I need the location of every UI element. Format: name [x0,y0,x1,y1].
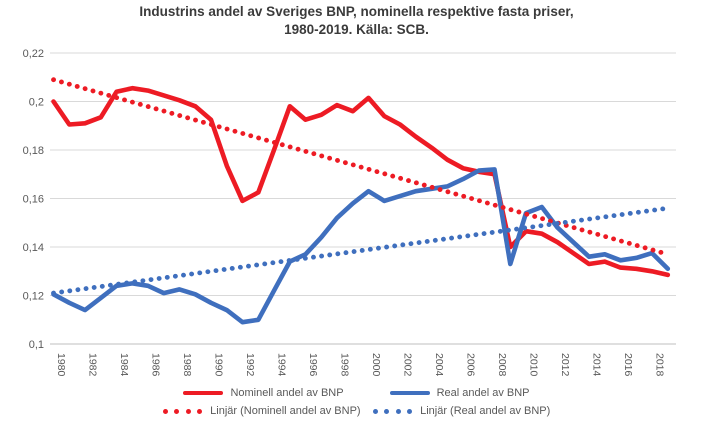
x-axis-tick-label: 1984 [118,353,130,377]
real-trend-swatch-icon [372,408,413,414]
chart-title: Industrins andel av Sveriges BNP, nomine… [0,3,713,39]
real-line-swatch-icon [389,390,430,396]
legend-entry-nominal: Nominell andel av BNP [183,387,344,399]
y-axis-tick-label: 0,22 [23,48,44,60]
legend-entry-real: Real andel av BNP [389,387,530,399]
x-axis-tick-label: 1998 [339,353,351,377]
x-axis-tick-label: 1982 [87,353,99,377]
legend-label-nominal-trend: Linjär (Nominell andel av BNP) [210,405,361,417]
nominal-trend-swatch-icon [162,408,203,414]
x-axis-tick-label: 1996 [307,353,319,377]
legend-label-nominal: Nominell andel av BNP [230,387,344,399]
x-axis-tick-label: 1990 [213,353,225,377]
x-axis-tick-label: 2008 [496,353,508,377]
y-axis-tick-label: 0,14 [23,242,44,254]
x-axis-tick-label: 1992 [244,353,256,377]
nominal-line-swatch-icon [183,390,224,396]
x-axis-tick-label: 2010 [528,353,540,377]
legend-label-real: Real andel av BNP [436,387,530,399]
y-axis-tick-label: 0,2 [29,97,44,109]
y-axis-tick-label: 0,18 [23,145,44,157]
y-axis-tick-label: 0,1 [29,339,44,351]
legend-entry-real-trend: Linjär (Real andel av BNP) [372,405,551,417]
legend-row-2: Linjär (Nominell andel av BNP) Linjär (R… [162,405,551,417]
x-axis-tick-label: 2016 [622,353,634,377]
x-axis-tick-label: 2000 [370,353,382,377]
chart-title-line1: Industrins andel av Sveriges BNP, nomine… [139,4,574,19]
x-axis-tick-label: 1988 [181,353,193,377]
x-axis-tick-label: 1980 [55,353,67,377]
x-axis-tick-label: 2006 [465,353,477,377]
x-axis-tick-label: 1994 [276,353,288,377]
x-axis-tick-label: 2004 [433,353,445,377]
legend-row-1: Nominell andel av BNP Real andel av BNP [183,387,530,399]
legend-entry-nominal-trend: Linjär (Nominell andel av BNP) [162,405,361,417]
x-axis-tick-label: 2002 [402,353,414,377]
legend: Nominell andel av BNP Real andel av BNP … [0,387,713,417]
y-axis-tick-label: 0,12 [23,291,44,303]
x-axis-tick-label: 2014 [591,353,603,377]
x-axis-tick-label: 2018 [654,353,666,377]
real-line [51,167,671,325]
y-axis-tick-label: 0,16 [23,194,44,206]
nominal-line [51,85,671,278]
real-trendline [51,205,671,296]
x-axis-tick-label: 2012 [559,353,571,377]
x-axis-tick-label: 1986 [150,353,162,377]
legend-label-real-trend: Linjär (Real andel av BNP) [420,405,551,417]
chart-title-line2: 1980-2019. Källa: SCB. [284,22,429,37]
nominal-trendline [51,77,671,257]
